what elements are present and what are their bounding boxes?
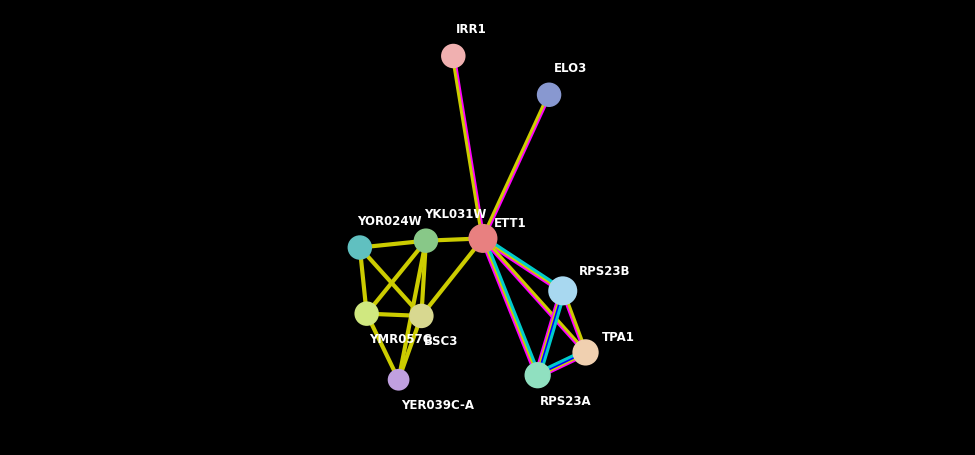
Circle shape <box>573 340 598 365</box>
Text: IRR1: IRR1 <box>455 23 487 36</box>
Circle shape <box>414 230 438 253</box>
Circle shape <box>537 84 561 107</box>
Circle shape <box>389 370 409 390</box>
Text: ETT1: ETT1 <box>494 217 526 229</box>
Circle shape <box>469 225 496 253</box>
Text: YMR057C: YMR057C <box>369 333 432 345</box>
Text: RPS23B: RPS23B <box>579 264 630 277</box>
Text: BSC3: BSC3 <box>424 335 458 348</box>
Circle shape <box>348 237 371 259</box>
Circle shape <box>549 278 576 305</box>
Text: TPA1: TPA1 <box>602 330 635 343</box>
Circle shape <box>526 363 550 388</box>
Text: ELO3: ELO3 <box>554 62 587 75</box>
Text: YOR024W: YOR024W <box>358 214 422 227</box>
Text: YKL031W: YKL031W <box>424 207 486 220</box>
Circle shape <box>410 305 433 328</box>
Circle shape <box>442 46 465 68</box>
Circle shape <box>355 303 378 325</box>
Text: RPS23A: RPS23A <box>540 394 592 407</box>
Text: YER039C-A: YER039C-A <box>401 399 474 411</box>
